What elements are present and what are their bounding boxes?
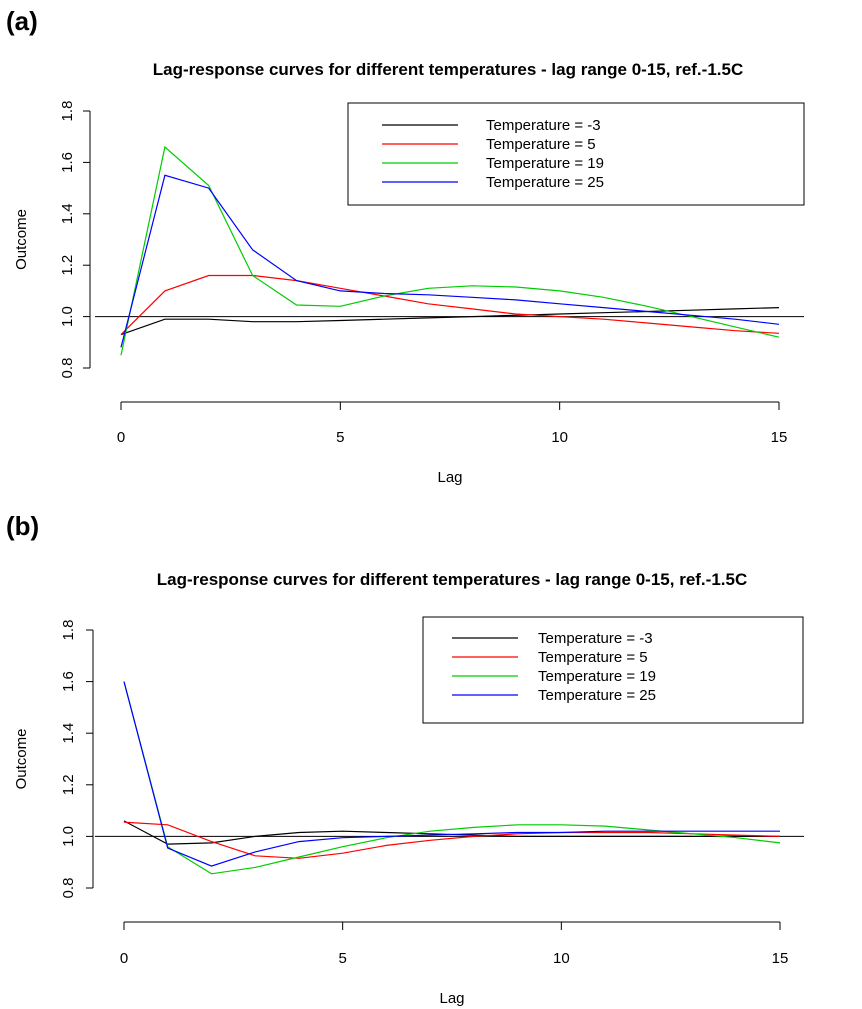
x-tick-label: 5: [336, 429, 344, 446]
legend-label: Temperature = 19: [486, 155, 604, 172]
legend-label: Temperature = 25: [538, 687, 656, 704]
y-tick-label: 1.6: [59, 152, 76, 173]
x-tick-label: 5: [338, 950, 346, 967]
x-tick-label: 10: [553, 950, 570, 967]
panel-label: (b): [6, 511, 40, 541]
legend-label: Temperature = 5: [486, 136, 596, 153]
y-tick-label: 1.8: [59, 101, 76, 122]
y-tick-label: 1.4: [59, 203, 76, 224]
legend-label: Temperature = 19: [538, 668, 656, 685]
x-tick-label: 15: [772, 950, 789, 967]
x-tick-label: 10: [551, 429, 568, 446]
chart-title: Lag-response curves for different temper…: [153, 60, 743, 79]
x-axis-label: Lag: [437, 469, 462, 486]
legend-box: [347, 102, 805, 206]
legend-box: [422, 616, 804, 724]
y-tick-label: 0.8: [59, 358, 76, 379]
x-tick-label: 0: [117, 429, 125, 446]
y-tick-label: 1.6: [60, 671, 77, 692]
chart-title: Lag-response curves for different temper…: [157, 570, 747, 589]
y-tick-label: 0.8: [60, 878, 77, 899]
series-line: [120, 307, 780, 336]
x-tick-label: 15: [771, 429, 788, 446]
chart-b-svg: Lag-response curves for different temper…: [13, 570, 804, 1007]
chart-panel-a: (a) Lag-response curves for different te…: [6, 6, 805, 486]
chart-panel-b: (b) Lag-response curves for different te…: [0, 505, 862, 1009]
y-tick-label: 1.4: [60, 723, 77, 744]
y-tick-label: 1.2: [60, 774, 77, 795]
series-line: [120, 274, 780, 336]
y-axis-label: Outcome: [13, 729, 30, 790]
x-tick-label: 0: [120, 950, 128, 967]
x-axis-label: Lag: [439, 990, 464, 1007]
series-line: [123, 681, 781, 875]
legend-label: Temperature = -3: [486, 117, 601, 134]
series-line: [120, 174, 780, 348]
legend-label: Temperature = -3: [538, 630, 653, 647]
series-line: [123, 681, 780, 867]
y-tick-label: 1.2: [59, 255, 76, 276]
series-line: [123, 821, 781, 859]
chart-a-svg: Lag-response curves for different temper…: [13, 60, 805, 486]
legend-label: Temperature = 5: [538, 649, 648, 666]
legend-label: Temperature = 25: [486, 174, 604, 191]
y-tick-label: 1.8: [60, 620, 77, 641]
panel-label: (a): [6, 6, 38, 36]
y-tick-label: 1.0: [60, 826, 77, 847]
series-line: [120, 145, 780, 356]
y-tick-label: 1.0: [59, 306, 76, 327]
y-axis-label: Outcome: [13, 209, 30, 270]
